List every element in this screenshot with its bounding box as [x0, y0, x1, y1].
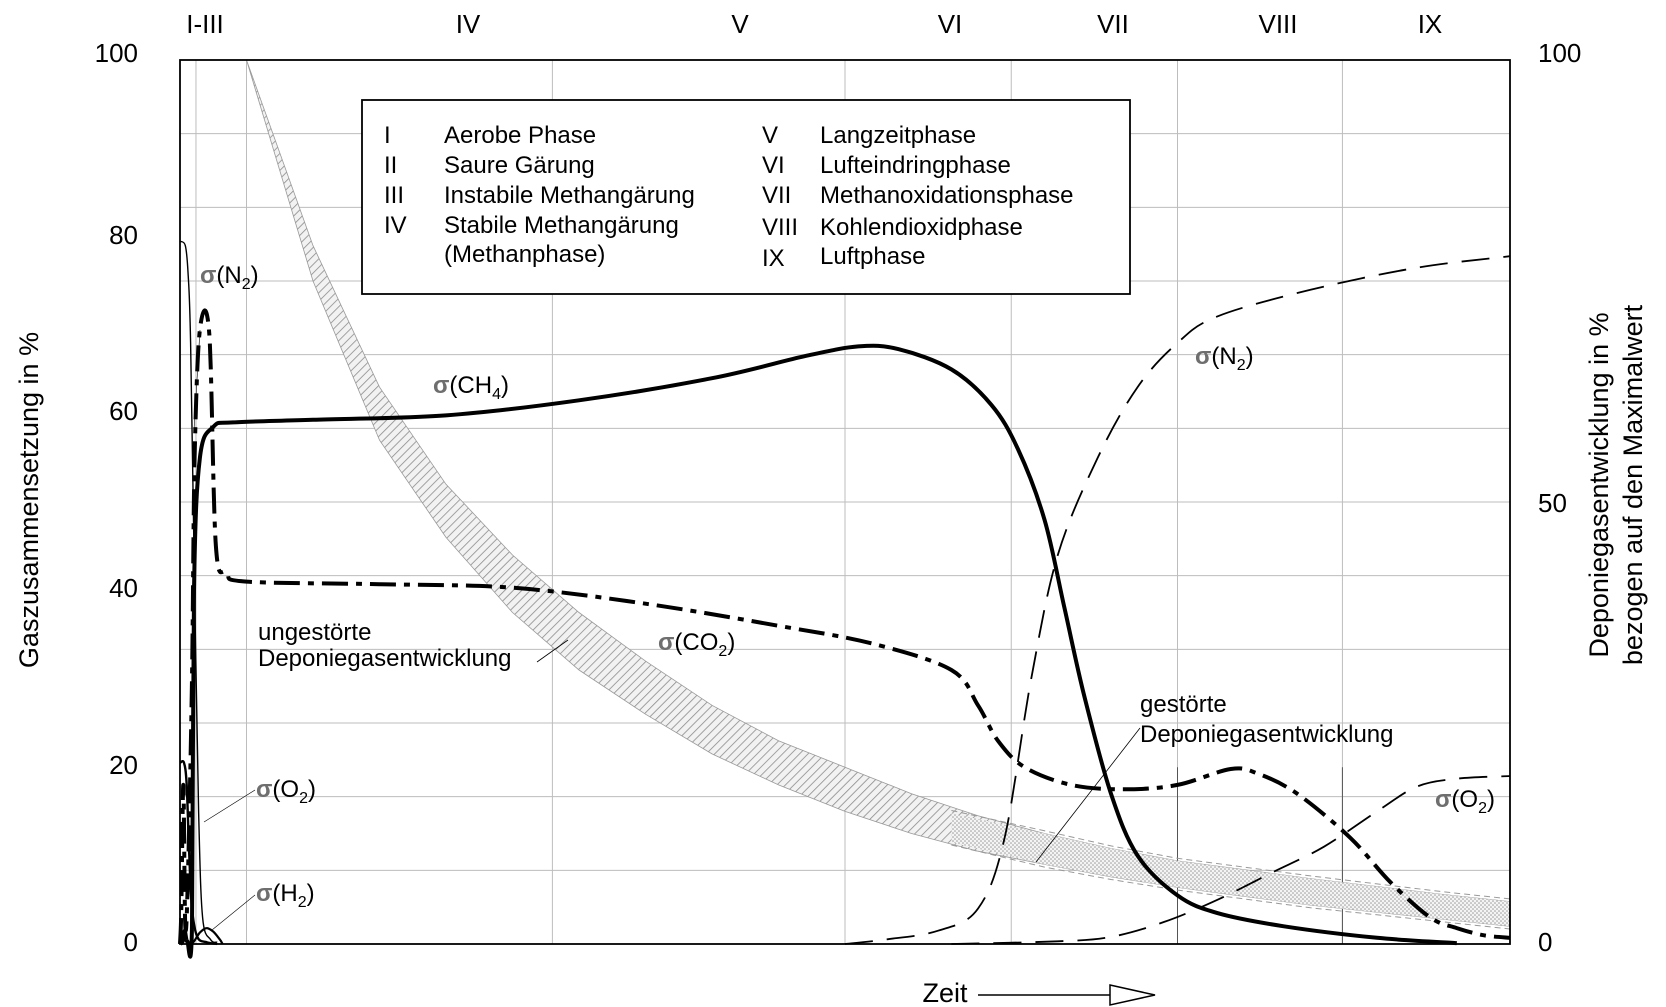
label-o2-late: σ(O2) [1435, 786, 1495, 817]
legend-text-6: Lufteindringphase [820, 152, 1011, 179]
series-labels: σ(CH4) σ(CO2) σ(N2) σ(N2) σ(O2) σ(O2) σ(… [200, 262, 1495, 911]
phase-label-9: IX [1418, 9, 1443, 39]
legend-text-5: Langzeitphase [820, 122, 976, 149]
label-co2: σ(CO2) [658, 629, 735, 660]
right-axis-title-line1: Deponiegasentwicklung in % [1584, 312, 1614, 657]
legend-text-7: Methanoxidationsphase [820, 182, 1074, 209]
band-disturbed [951, 813, 1510, 927]
series-n2-late [844, 255, 1511, 945]
legend-num-5: V [762, 122, 778, 149]
label-h2: σ(H2) [256, 880, 315, 911]
legend-num-3: III [384, 182, 404, 209]
legend-num-8: VIII [762, 214, 798, 241]
plot-border [179, 59, 1511, 945]
phase-legend: I Aerobe Phase II Saure Gärung III Insta… [361, 99, 1131, 295]
annotation-undisturbed-2: Deponiegasentwicklung [258, 645, 512, 672]
x-axis-title: Zeit [922, 978, 968, 1007]
legend-text-3: Instabile Methangärung [444, 182, 695, 209]
annotation-undisturbed-1: ungestörte [258, 619, 371, 646]
legend-text-8: Kohlendioxidphase [820, 214, 1023, 241]
legend-num-2: II [384, 152, 397, 179]
annotation-disturbed-1: gestörte [1140, 691, 1227, 718]
phase-label-5: V [731, 9, 749, 39]
left-tick-0: 0 [124, 927, 138, 957]
annotation-disturbed-2: Deponiegasentwicklung [1140, 721, 1394, 748]
leader-h2 [211, 894, 256, 931]
phase-label-8: VIII [1258, 9, 1297, 39]
right-axis-title-line2: bezogen auf den Maximalwert [1618, 304, 1648, 665]
time-arrow-head-icon [1109, 984, 1156, 1006]
legend-text-4b: (Methanphase) [444, 241, 605, 268]
phase-label-7: VII [1097, 9, 1129, 39]
series-ch4 [178, 343, 1457, 959]
right-tick-0: 0 [1538, 927, 1552, 957]
legend-text-9: Luftphase [820, 243, 925, 270]
leader-undisturbed [536, 639, 569, 663]
x-axis-label: Zeit [922, 978, 1156, 1007]
left-tick-40: 40 [109, 573, 138, 603]
left-tick-20: 20 [109, 750, 138, 780]
legend-text-2: Saure Gärung [444, 152, 595, 179]
label-ch4: σ(CH4) [433, 372, 509, 403]
leader-n2-early [193, 329, 201, 431]
series-o2-late [951, 775, 1511, 945]
series-co2 [178, 308, 1511, 945]
left-tick-80: 80 [109, 220, 138, 250]
right-tick-100: 100 [1538, 38, 1581, 68]
left-tick-100: 100 [95, 38, 138, 68]
label-n2-early: σ(N2) [200, 262, 259, 293]
left-axis-ticks: 0 20 40 60 80 100 [95, 38, 138, 957]
annotations: ungestörte Deponiegasentwicklung gestört… [193, 329, 1394, 931]
leader-o2-early [203, 789, 256, 823]
left-tick-60: 60 [109, 396, 138, 426]
label-o2-early: σ(O2) [256, 776, 316, 807]
legend-num-1: I [384, 122, 391, 149]
right-tick-50: 50 [1538, 488, 1567, 518]
left-axis-title: Gaszusammensetzung in % [14, 332, 44, 668]
plot-frame [179, 59, 1511, 945]
right-axis-ticks: 0 50 100 [1538, 38, 1581, 957]
legend-num-7: VII [762, 182, 791, 209]
legend-text-1: Aerobe Phase [444, 122, 596, 149]
phase-label-4: IV [456, 9, 481, 39]
label-n2-late: σ(N2) [1195, 343, 1254, 374]
gas-curves [178, 240, 1511, 959]
legend-num-9: IX [762, 245, 785, 272]
phase-label-6: VI [938, 9, 963, 39]
legend-text-4: Stabile Methangärung [444, 212, 679, 239]
legend-num-6: VI [762, 152, 785, 179]
legend-num-4: IV [384, 212, 407, 239]
phase-label-1-3: I-III [186, 9, 224, 39]
phase-labels: I-III IV V VI VII VIII IX [186, 9, 1442, 39]
leader-disturbed [1035, 727, 1141, 863]
